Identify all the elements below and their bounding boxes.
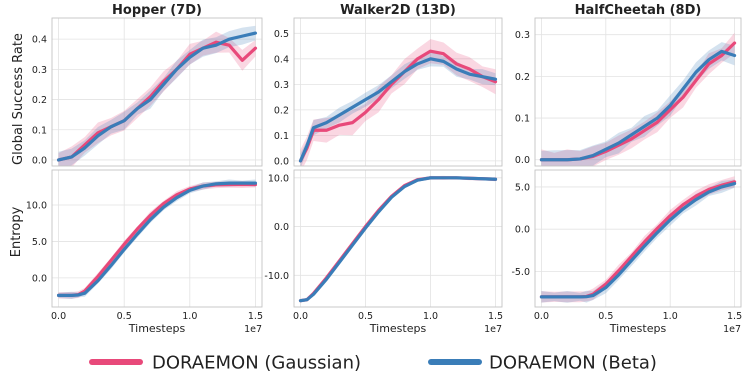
ytick-label: 10.0 xyxy=(268,173,289,184)
xtick-label: 0.0 xyxy=(293,311,308,322)
row-label-entropy: Entropy xyxy=(9,206,24,257)
x-axis-label: Timesteps xyxy=(609,322,667,335)
x-exponent: 1e7 xyxy=(723,324,741,335)
plot-area xyxy=(52,170,262,307)
ytick-label: -5.0 xyxy=(511,267,530,278)
line-beta xyxy=(298,57,498,163)
row-label-success: Global Success Rate xyxy=(11,33,26,165)
series-group xyxy=(539,176,737,303)
xtick-label: 1.0 xyxy=(182,311,197,322)
plot-area xyxy=(535,18,741,166)
panel-0: 0.0 0.1 0.2 0.3 0.4 Hopper (7D) xyxy=(32,3,263,167)
ytick-label: 0.4 xyxy=(32,35,47,46)
panel-2: 0.0 0.1 0.2 0.3 HalfCheetah (8D) xyxy=(515,3,742,167)
x-exponent: 1e7 xyxy=(484,324,502,335)
ytick-label: 0.3 xyxy=(274,80,289,91)
xtick-label: 1.5 xyxy=(727,311,742,322)
ytick-label: 0.1 xyxy=(32,125,47,136)
ytick-label: 0.0 xyxy=(274,222,289,233)
legend: DORAEMON (Gaussian) DORAEMON (Beta) xyxy=(89,353,657,374)
xtick-label: 1.5 xyxy=(488,311,503,322)
band-gaussian xyxy=(300,39,496,166)
xtick-label: 0.5 xyxy=(358,311,373,322)
xtick-label: 1.0 xyxy=(423,311,438,322)
ytick-label: 0.3 xyxy=(32,65,47,76)
xtick-label: 0.5 xyxy=(117,311,132,322)
ytick-label: 0.1 xyxy=(515,114,530,125)
band-beta xyxy=(541,179,735,303)
line-gaussian xyxy=(298,49,498,163)
chart-title: Hopper (7D) xyxy=(112,3,202,18)
axes-frame xyxy=(293,17,503,167)
ytick-label: 0.2 xyxy=(32,95,47,106)
ytick-label: 0.0 xyxy=(515,225,530,236)
ytick-label: 10.0 xyxy=(26,200,47,211)
ytick-label: 0.0 xyxy=(32,155,47,166)
plot-area xyxy=(294,18,502,166)
xtick-label: 0.0 xyxy=(534,311,549,322)
ytick-label: 0.2 xyxy=(274,105,289,116)
ytick-label: -10.0 xyxy=(264,271,289,282)
band-beta xyxy=(300,51,496,166)
panel-3: 0.0 5.0 10.0 0.0 0.5 1.0 1.5 Timesteps 1e7 xyxy=(26,169,263,335)
ytick-label: 0.2 xyxy=(515,72,530,83)
axes-frame xyxy=(534,169,742,308)
ytick-label: 0.4 xyxy=(274,54,289,65)
axes-frame xyxy=(293,169,503,308)
band-gaussian xyxy=(541,32,735,166)
series-group xyxy=(298,39,498,166)
chart-title: HalfCheetah (8D) xyxy=(575,3,702,18)
axes-frame xyxy=(51,17,263,167)
series-group xyxy=(298,175,498,303)
line-beta xyxy=(56,181,258,297)
ytick-label: 0.3 xyxy=(515,30,530,41)
legend-label-gaussian: DORAEMON (Gaussian) xyxy=(152,353,361,374)
axes-frame xyxy=(534,17,742,167)
xtick-label: 0.0 xyxy=(51,311,66,322)
series-group xyxy=(56,25,258,166)
band-gaussian xyxy=(58,31,256,166)
line-beta xyxy=(539,181,737,299)
xtick-label: 1.5 xyxy=(248,311,263,322)
xtick-label: 0.5 xyxy=(598,311,613,322)
panel-4: -10.0 0.0 10.0 0.0 0.5 1.0 1.5 Timesteps 1e7 xyxy=(264,169,503,335)
ytick-label: 0.1 xyxy=(274,131,289,142)
line-beta xyxy=(56,31,258,162)
x-exponent: 1e7 xyxy=(244,324,262,335)
series-group xyxy=(56,179,258,299)
series-group xyxy=(539,32,737,166)
axes-frame xyxy=(51,169,263,308)
ytick-label: 0.0 xyxy=(515,155,530,166)
x-axis-label: Timesteps xyxy=(128,322,186,335)
legend-label-beta: DORAEMON (Beta) xyxy=(489,353,657,374)
line-beta xyxy=(539,49,737,162)
xtick-label: 1.0 xyxy=(663,311,678,322)
line-beta xyxy=(298,176,498,303)
x-axis-label: Timesteps xyxy=(369,322,427,335)
panel-5: -5.0 0.0 5.0 0.0 0.5 1.0 1.5 Timesteps 1e7 xyxy=(511,169,742,335)
ytick-label: 0.0 xyxy=(32,273,47,284)
panel-1: 0.0 0.1 0.2 0.3 0.4 0.5 Walker2D (13D) xyxy=(274,3,503,167)
ytick-label: 5.0 xyxy=(32,237,47,248)
ytick-label: 5.0 xyxy=(515,182,530,193)
chart-title: Walker2D (13D) xyxy=(340,3,456,18)
ytick-label: 0.5 xyxy=(274,29,289,40)
ytick-label: 0.0 xyxy=(274,156,289,167)
